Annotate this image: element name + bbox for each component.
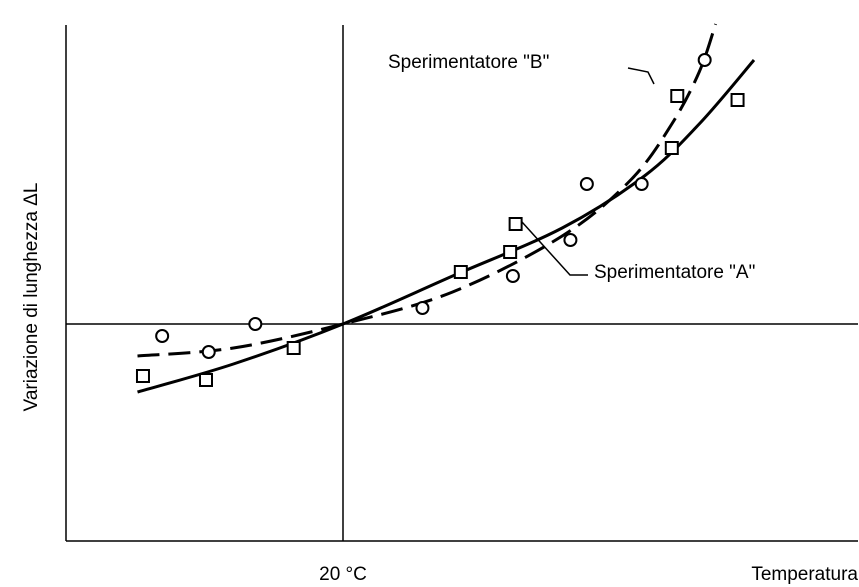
- circle-marker: [155, 329, 170, 343]
- circle-marker: [248, 317, 263, 331]
- square-marker: [453, 265, 468, 279]
- square-marker: [135, 369, 150, 383]
- square-marker: [199, 373, 213, 387]
- circle-marker: [415, 301, 430, 315]
- curve-series-a: [137, 59, 756, 394]
- square-marker: [286, 341, 301, 355]
- series-curves: [137, 23, 756, 394]
- square-marker: [730, 93, 745, 107]
- leader-line-series-a: [521, 221, 588, 276]
- square-marker: [670, 89, 685, 103]
- leader-line-series-b: [627, 67, 655, 85]
- circle-marker: [697, 53, 712, 67]
- circle-marker: [563, 233, 578, 247]
- x-axis-label: Temperatura: [751, 564, 858, 585]
- square-marker: [503, 245, 518, 259]
- annotation-series-b: Sperimentatore "B": [388, 52, 549, 73]
- annotation-leaders: [521, 67, 655, 276]
- annotation-series-a: Sperimentatore "A": [594, 262, 755, 283]
- circle-marker: [505, 269, 520, 283]
- reference-tick-label: 20 °C: [319, 564, 367, 585]
- circle-marker: [579, 177, 594, 191]
- square-marker: [664, 141, 679, 155]
- square-marker: [508, 217, 523, 231]
- series-markers: [135, 53, 745, 387]
- y-axis-label: Variazione di lunghezza ΔL: [21, 183, 42, 412]
- circle-marker: [201, 345, 216, 359]
- circle-marker: [634, 177, 649, 191]
